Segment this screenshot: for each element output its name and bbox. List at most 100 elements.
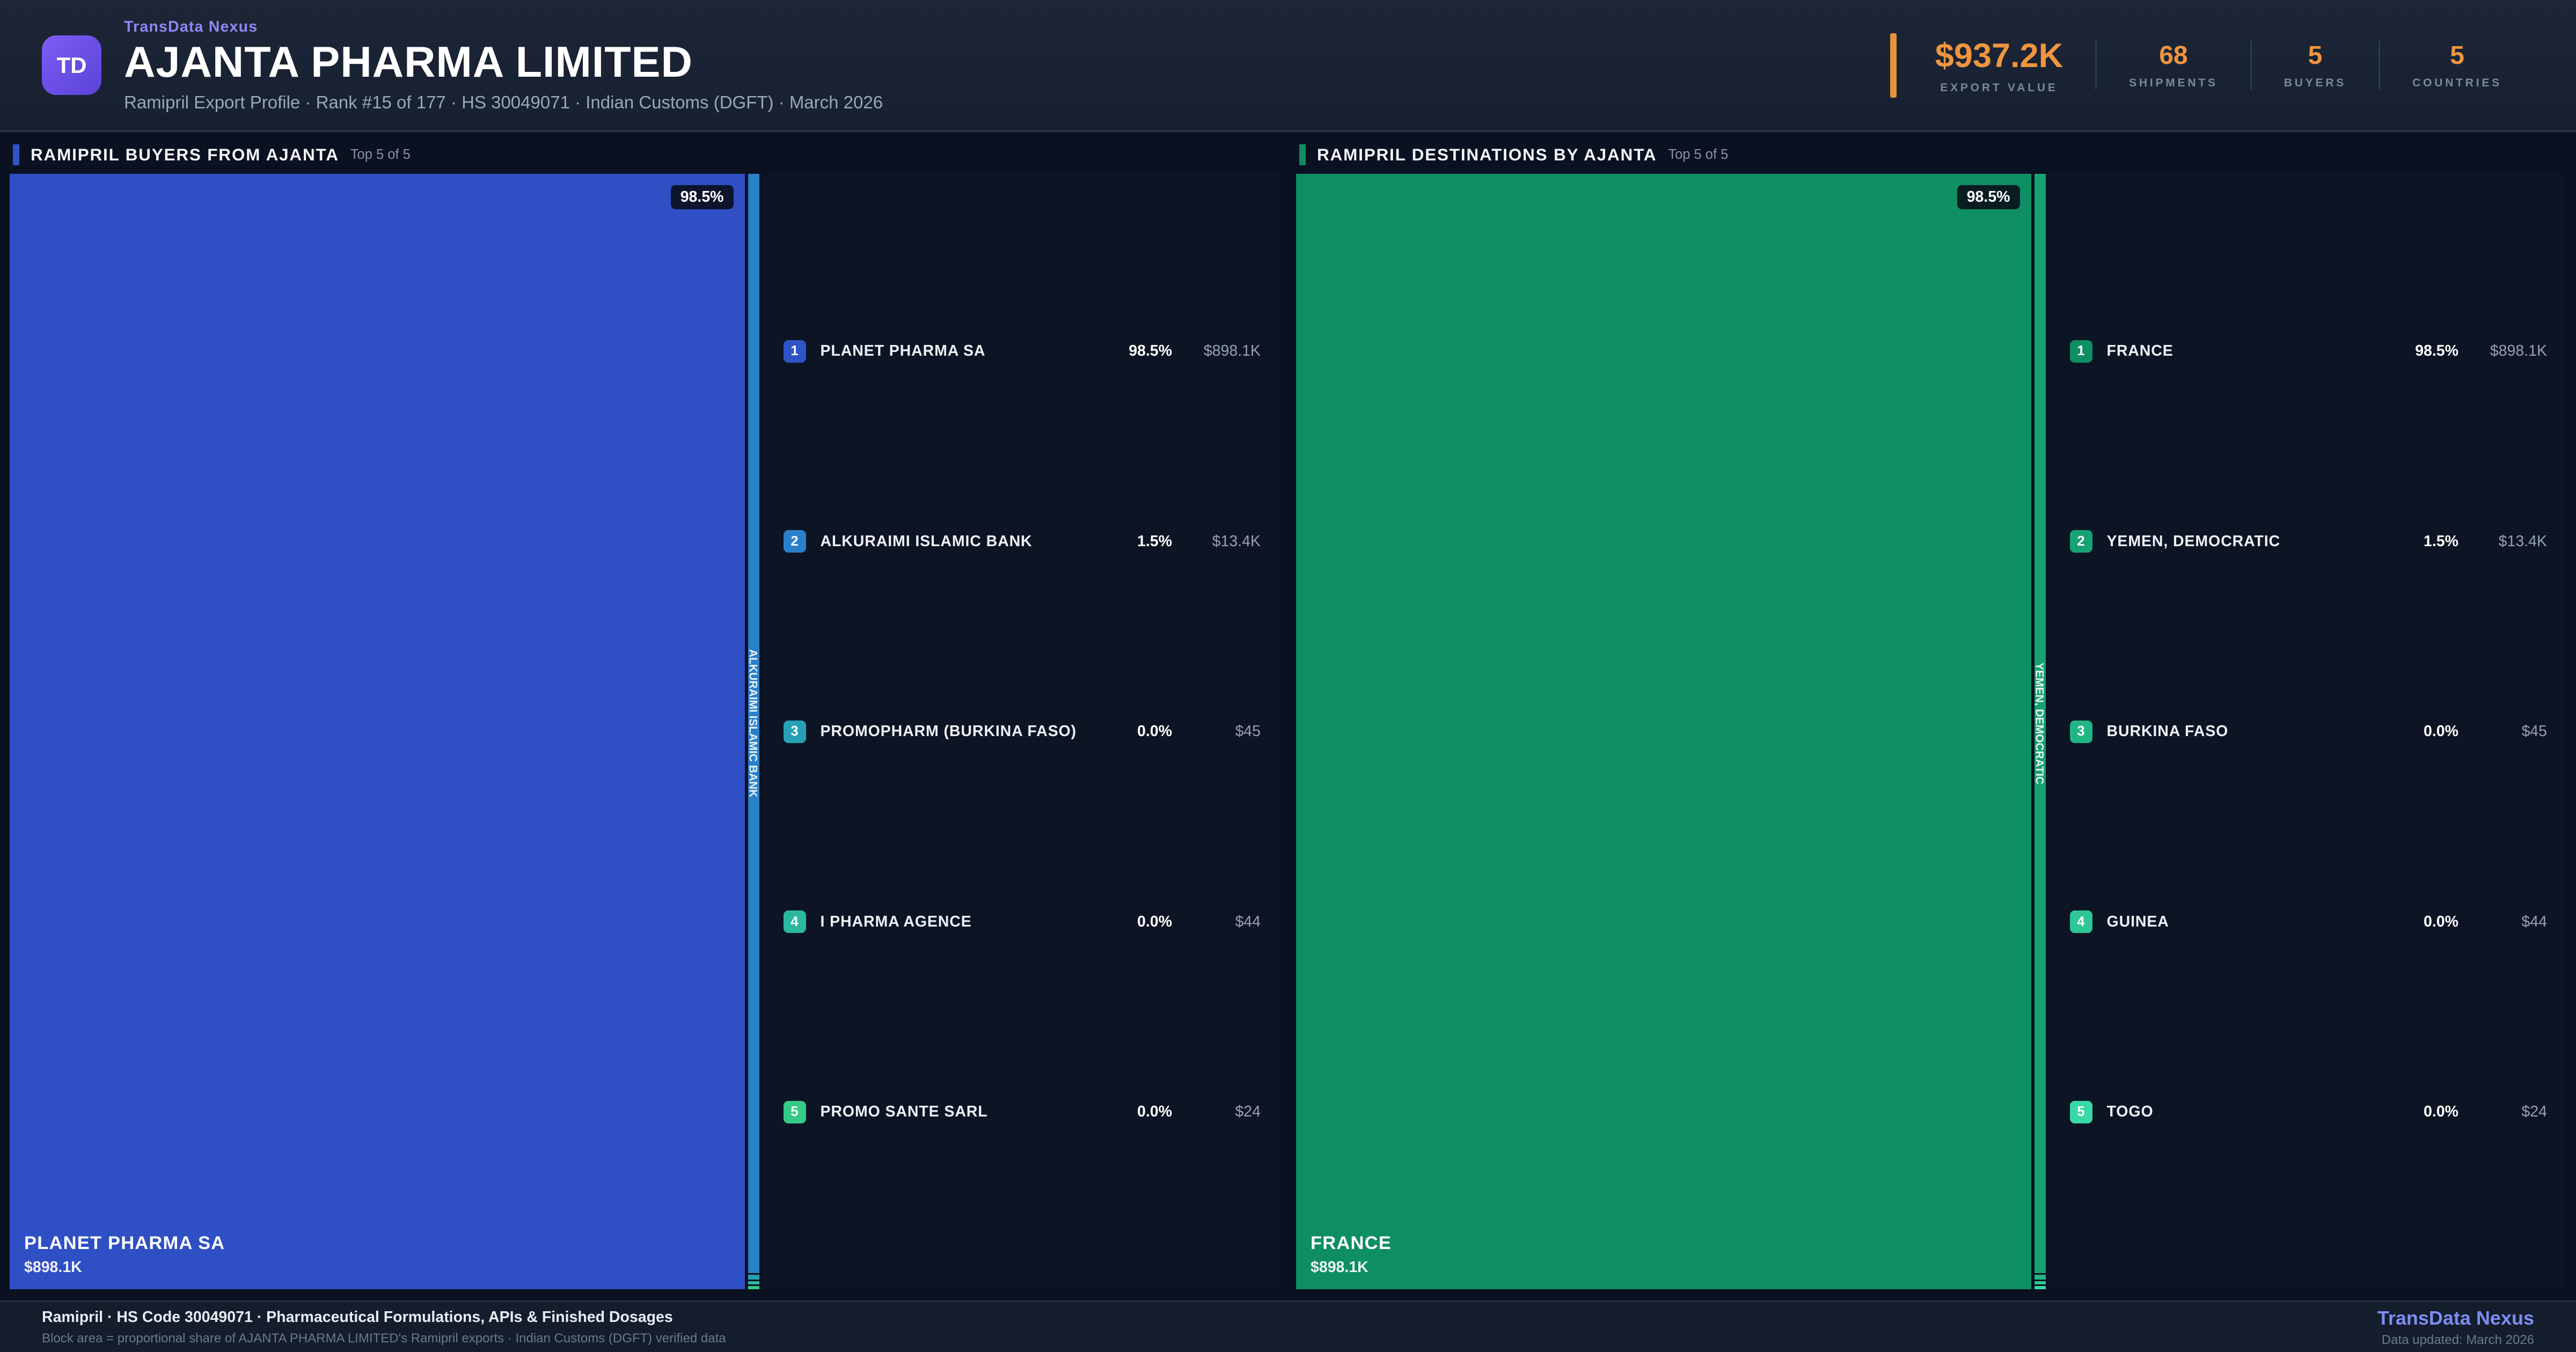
panel-accent-bar (1299, 144, 1306, 165)
treemap-minor-column: ALKURAIMI ISLAMIC BANK (748, 174, 759, 1289)
treemap-block-micro[interactable] (748, 1275, 759, 1280)
treemap-block-primary[interactable]: 98.5% PLANET PHARMA SA $898.1K (10, 174, 745, 1289)
list-item[interactable]: 1 PLANET PHARMA SA 98.5% $898.1K (767, 339, 1274, 364)
panel-title: RAMIPRIL DESTINATIONS BY AJANTA (1317, 144, 1657, 164)
panel-header: RAMIPRIL BUYERS FROM AJANTA Top 5 of 5 (13, 143, 1277, 166)
legend-name: I PHARMA AGENCE (820, 913, 972, 930)
panel-accent-bar (13, 144, 19, 165)
stat-shipments: 68 SHIPMENTS (2095, 41, 2250, 90)
treemap-block-micro[interactable] (748, 1281, 759, 1284)
stat-value: 68 (2159, 41, 2188, 70)
page-title: AJANTA PHARMA LIMITED (124, 38, 693, 86)
legend-value: $24 (2521, 1103, 2547, 1120)
treemap-block-micro[interactable] (2034, 1281, 2046, 1284)
treemap-block-primary[interactable]: 98.5% FRANCE $898.1K (1296, 174, 2031, 1289)
legend-value: $13.4K (1212, 532, 1261, 550)
panel-body: 98.5% FRANCE $898.1K YEMEN, DEMOCRATIC (1296, 174, 2566, 1289)
legend-name: PROMOPHARM (BURKINA FASO) (820, 723, 1077, 740)
legend-value: $13.4K (2498, 532, 2547, 550)
header: TD TransData Nexus AJANTA PHARMA LIMITED… (0, 0, 2576, 132)
legend-percent: 0.0% (1137, 723, 1172, 740)
block-label: PLANET PHARMA SA $898.1K (24, 1233, 225, 1276)
treemap-buyers: 98.5% PLANET PHARMA SA $898.1K ALKURAIMI… (10, 174, 759, 1289)
list-item[interactable]: 3 BURKINA FASO 0.0% $45 (2054, 719, 2560, 745)
treemap-block-secondary[interactable]: ALKURAIMI ISLAMIC BANK (748, 174, 759, 1273)
stats-accent-bar (1890, 33, 1897, 98)
header-text: TransData Nexus AJANTA PHARMA LIMITED Ra… (124, 18, 883, 113)
list-item[interactable]: 5 TOGO 0.0% $24 (2054, 1099, 2560, 1125)
treemap-block-micro[interactable] (748, 1286, 759, 1289)
legend-percent: 1.5% (2424, 532, 2458, 550)
footer: Ramipril · HS Code 30049071 · Pharmaceut… (0, 1300, 2576, 1352)
legend-value: $45 (1235, 723, 1261, 740)
legend-percent: 1.5% (1137, 532, 1172, 550)
legend-name: GUINEA (2106, 913, 2169, 930)
rank-badge: 4 (783, 910, 806, 933)
stat-value: $937.2K (1935, 36, 2063, 75)
panel-body: 98.5% PLANET PHARMA SA $898.1K ALKURAIMI… (10, 174, 1280, 1289)
stat-label: BUYERS (2284, 77, 2347, 89)
list-item[interactable]: 1 FRANCE 98.5% $898.1K (2054, 339, 2560, 364)
treemap-block-micro[interactable] (2034, 1286, 2046, 1289)
block-label: FRANCE $898.1K (1311, 1233, 1392, 1276)
stat-countries: 5 COUNTRIES (2379, 41, 2534, 90)
treemap-minor-column: YEMEN, DEMOCRATIC (2034, 174, 2046, 1289)
brand-name: TransData Nexus (124, 18, 258, 35)
block-value: $898.1K (1311, 1259, 1368, 1276)
legend-value: $45 (2521, 723, 2547, 740)
list-item[interactable]: 4 I PHARMA AGENCE 0.0% $44 (767, 909, 1274, 935)
footer-methodology-line: Block area = proportional share of AJANT… (42, 1331, 726, 1346)
treemap-block-secondary[interactable]: YEMEN, DEMOCRATIC (2034, 174, 2046, 1273)
sliver-label: YEMEN, DEMOCRATIC (2034, 662, 2046, 785)
list-item[interactable]: 2 YEMEN, DEMOCRATIC 1.5% $13.4K (2054, 528, 2560, 554)
legend-value: $44 (2521, 913, 2547, 930)
list-item[interactable]: 2 ALKURAIMI ISLAMIC BANK 1.5% $13.4K (767, 528, 1274, 554)
panel-title: RAMIPRIL BUYERS FROM AJANTA (31, 144, 339, 164)
legend-buyers: 1 PLANET PHARMA SA 98.5% $898.1K 2 ALKUR… (760, 174, 1280, 1289)
legend-percent: 0.0% (1137, 1103, 1172, 1120)
stat-label: EXPORT VALUE (1940, 81, 2058, 94)
rank-badge: 5 (783, 1100, 806, 1123)
page-subtitle: Ramipril Export Profile · Rank #15 of 17… (124, 92, 883, 112)
rank-badge: 4 (2069, 910, 2092, 933)
legend-percent: 98.5% (2415, 342, 2458, 359)
legend-percent: 0.0% (2424, 723, 2458, 740)
legend-percent: 0.0% (1137, 913, 1172, 930)
sliver-label: ALKURAIMI ISLAMIC BANK (748, 649, 759, 798)
rank-badge: 3 (783, 720, 806, 743)
list-item[interactable]: 3 PROMOPHARM (BURKINA FASO) 0.0% $45 (767, 719, 1274, 745)
legend-value: $898.1K (2490, 342, 2547, 359)
treemap-block-micro[interactable] (2034, 1275, 2046, 1280)
legend-name: PLANET PHARMA SA (820, 342, 986, 359)
legend-percent: 0.0% (2424, 913, 2458, 930)
list-item[interactable]: 5 PROMO SANTE SARL 0.0% $24 (767, 1099, 1274, 1125)
legend-value: $44 (1235, 913, 1261, 930)
legend-percent: 0.0% (2424, 1103, 2458, 1120)
rank-badge: 1 (2069, 340, 2092, 363)
panel-header: RAMIPRIL DESTINATIONS BY AJANTA Top 5 of… (1299, 143, 2563, 166)
panel-note: Top 5 of 5 (350, 146, 411, 162)
legend-destinations: 1 FRANCE 98.5% $898.1K 2 YEMEN, DEMOCRAT… (2047, 174, 2566, 1289)
rank-badge: 5 (2069, 1100, 2092, 1123)
rank-badge: 3 (2069, 720, 2092, 743)
treemap-destinations: 98.5% FRANCE $898.1K YEMEN, DEMOCRATIC (1296, 174, 2046, 1289)
stat-label: COUNTRIES (2412, 77, 2502, 89)
panel-note: Top 5 of 5 (1668, 146, 1729, 162)
legend-name: PROMO SANTE SARL (820, 1103, 988, 1120)
legend-name: BURKINA FASO (2106, 723, 2229, 740)
rank-badge: 2 (2069, 530, 2092, 553)
legend-name: FRANCE (2106, 342, 2174, 359)
rank-badge: 1 (783, 340, 806, 363)
block-percent-badge: 98.5% (670, 185, 734, 209)
brand-logo[interactable]: TD (42, 35, 101, 95)
legend-name: YEMEN, DEMOCRATIC (2106, 532, 2281, 550)
list-item[interactable]: 4 GUINEA 0.0% $44 (2054, 909, 2560, 935)
main-content: RAMIPRIL BUYERS FROM AJANTA Top 5 of 5 9… (0, 132, 2576, 1300)
header-stats: $937.2K EXPORT VALUE 68 SHIPMENTS 5 BUYE… (1890, 33, 2534, 98)
stat-value: 5 (2308, 41, 2323, 70)
rank-badge: 2 (783, 530, 806, 553)
block-value: $898.1K (24, 1259, 82, 1276)
block-percent-badge: 98.5% (1957, 185, 2020, 209)
legend-name: TOGO (2106, 1103, 2154, 1120)
